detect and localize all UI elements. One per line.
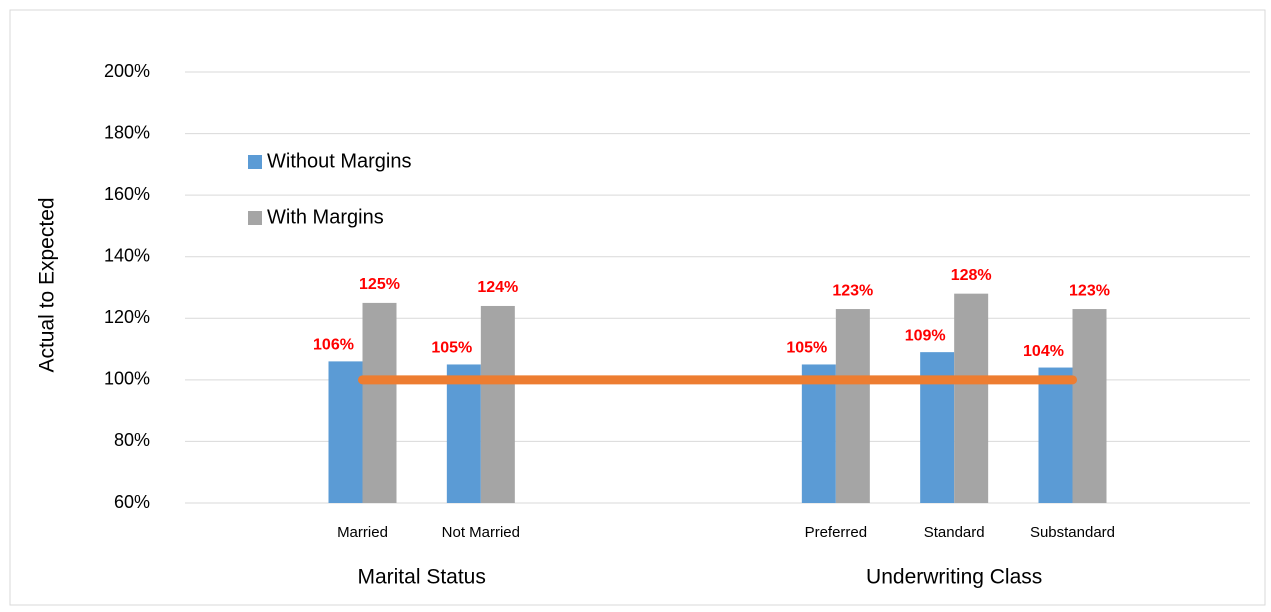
y-tick-label: 60% [114, 492, 150, 512]
x-tick-label: Standard [924, 524, 985, 541]
x-group-label: Underwriting Class [866, 566, 1042, 589]
x-tick-label: Preferred [805, 524, 868, 541]
bar [362, 302, 397, 503]
y-tick-label: 160% [104, 184, 150, 204]
bar [328, 361, 363, 503]
data-label: 109% [905, 327, 946, 344]
y-axis-label: Actual to Expected [36, 197, 59, 372]
legend-swatch [248, 155, 262, 169]
bar [801, 364, 836, 503]
chart-border [9, 9, 1266, 606]
bar [920, 352, 955, 503]
legend-label: With Margins [267, 206, 384, 228]
y-tick-label: 180% [104, 122, 150, 142]
x-tick-label: Substandard [1030, 524, 1115, 541]
y-tick-label: 80% [114, 430, 150, 450]
y-tick-label: 140% [104, 245, 150, 265]
y-tick-label: 100% [104, 369, 150, 389]
bar [1038, 367, 1073, 503]
bar [954, 293, 989, 503]
bar [1072, 309, 1107, 503]
data-label: 123% [1069, 282, 1110, 299]
data-label: 128% [951, 267, 992, 284]
y-tick-label: 200% [104, 61, 150, 81]
bar [835, 309, 870, 503]
data-label: 106% [313, 337, 354, 354]
legend-label: Without Margins [267, 150, 412, 172]
data-label: 125% [359, 276, 400, 293]
data-label: 105% [431, 340, 472, 357]
legend-swatch [248, 211, 262, 225]
data-label: 124% [477, 279, 518, 296]
x-group-label: Marital Status [357, 566, 485, 589]
data-label: 105% [786, 340, 827, 357]
data-label: 123% [832, 282, 873, 299]
x-tick-label: Married [337, 524, 388, 541]
data-label: 104% [1023, 343, 1064, 360]
bar [480, 305, 515, 503]
y-tick-label: 120% [104, 307, 150, 327]
x-tick-label: Not Married [442, 524, 520, 541]
bar [446, 364, 481, 503]
